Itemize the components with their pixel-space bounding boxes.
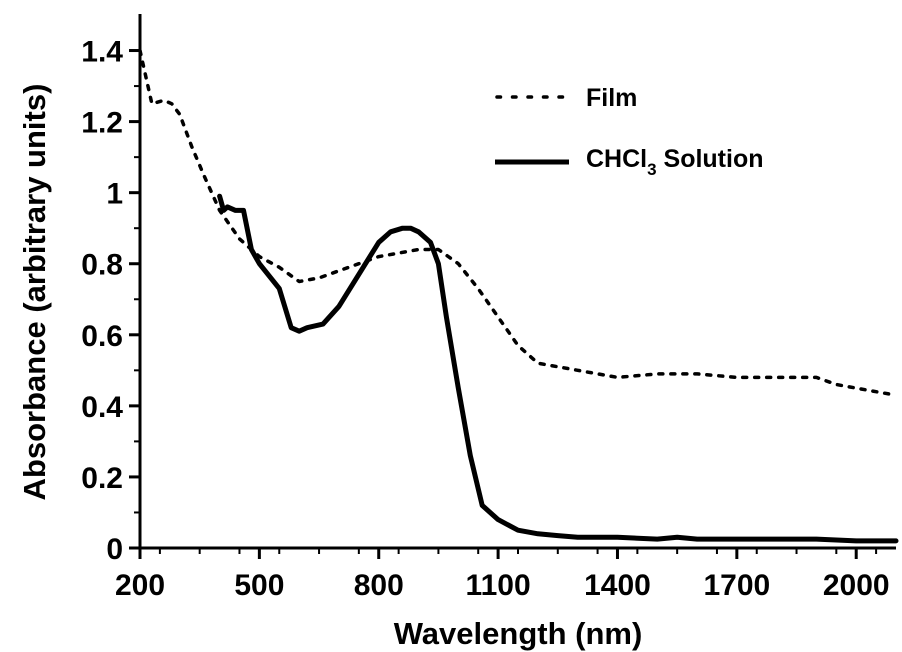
x-ticks: 200 500 800 1100 1400 1700 2000 — [115, 548, 890, 602]
x-tick-label: 800 — [354, 569, 404, 602]
x-tick-label: 1400 — [584, 569, 651, 602]
y-tick-label: 0 — [106, 533, 123, 566]
y-tick-label: 0.6 — [81, 320, 123, 353]
legend: Film CHCl3 Solution — [495, 84, 764, 179]
x-tick-label: 1700 — [703, 569, 770, 602]
legend-label-solution-subscript: 3 — [647, 160, 656, 179]
x-axis-title: Wavelength (nm) — [394, 616, 643, 651]
y-tick-label: 1.2 — [81, 107, 123, 140]
y-tick-label: 1.4 — [81, 36, 123, 69]
x-tick-label: 2000 — [823, 569, 890, 602]
legend-label-solution: CHCl3 Solution — [586, 145, 764, 179]
x-tick-label: 500 — [234, 569, 284, 602]
y-axis-title: Absorbance (arbitrary units) — [17, 84, 52, 501]
solution-series-line — [217, 193, 899, 544]
x-tick-label: 200 — [115, 569, 165, 602]
y-tick-label: 0.4 — [81, 391, 123, 424]
legend-label-solution-suffix: Solution — [657, 145, 764, 173]
y-tick-label: 1 — [106, 178, 123, 211]
x-tick-label: 1100 — [466, 569, 531, 602]
film-series-line — [138, 48, 898, 397]
y-tick-label: 0.2 — [81, 462, 123, 495]
legend-label-solution-base: CHCl — [586, 145, 647, 173]
plot-lines — [138, 48, 899, 544]
y-ticks: 0 0.2 0.4 0.6 0.8 1 1.2 1.4 — [81, 36, 140, 566]
legend-label-film: Film — [586, 84, 637, 112]
y-tick-label: 0.8 — [81, 249, 123, 282]
